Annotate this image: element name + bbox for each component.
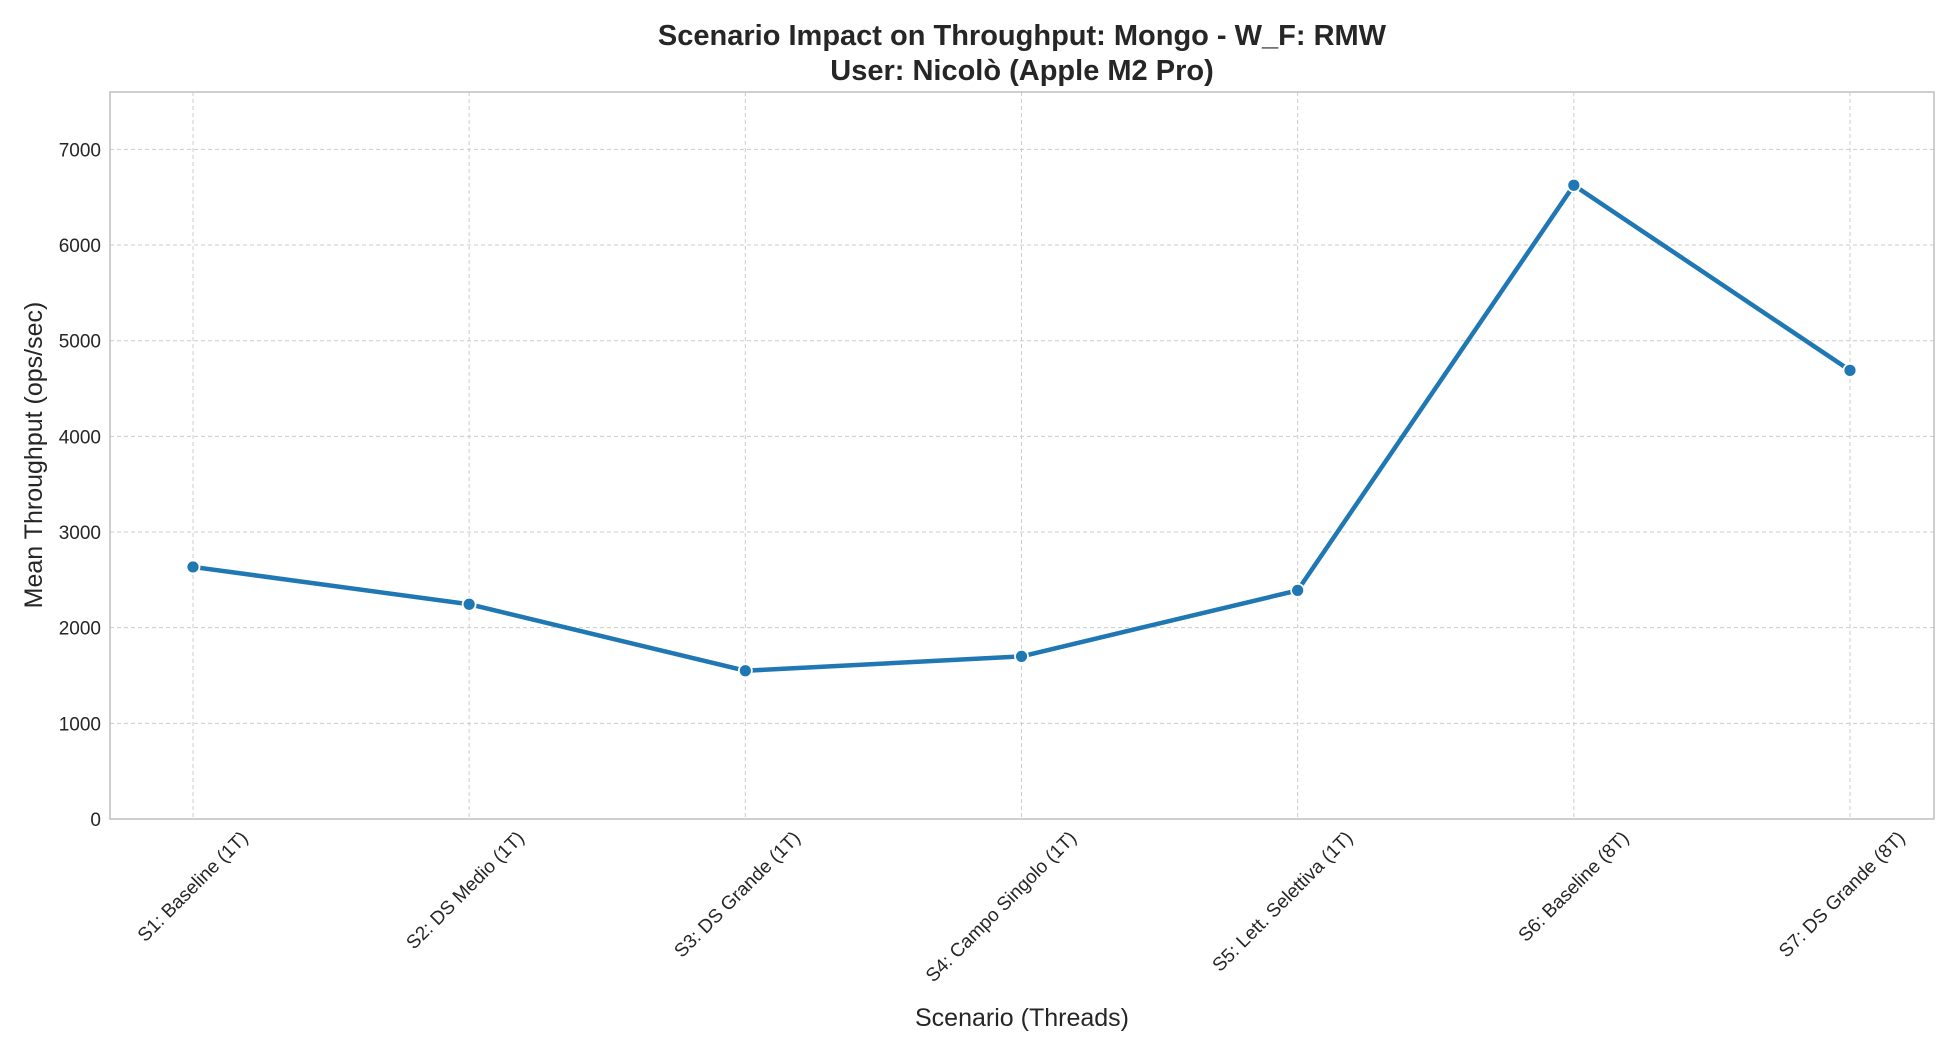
y-tick-label: 2000 <box>59 619 101 640</box>
y-tick-label: 7000 <box>59 140 101 161</box>
x-tick-label: S1: Baseline (1T) <box>134 828 253 947</box>
data-point <box>1290 582 1306 598</box>
x-axis-label: Scenario (Threads) <box>915 1004 1129 1032</box>
x-tick-label: S4: Campo Singolo (1T) <box>922 828 1081 987</box>
x-tick-label: S6: Baseline (8T) <box>1515 828 1634 947</box>
x-tick-label: S2: DS Medio (1T) <box>403 828 529 954</box>
y-tick-label: 4000 <box>59 427 101 448</box>
chart-subtitle: User: Nicolò (Apple M2 Pro) <box>830 55 1214 87</box>
grid-layer <box>110 92 1934 820</box>
series-layer <box>185 177 1858 679</box>
y-tick-label: 3000 <box>59 523 101 544</box>
x-tick-label: S3: DS Grande (1T) <box>671 828 805 962</box>
data-point <box>1842 362 1858 378</box>
y-tick-labels: 0 1000 2000 3000 4000 5000 6000 7000 <box>59 140 101 831</box>
data-point <box>185 559 201 575</box>
plot-frame <box>109 91 1935 820</box>
y-tick-label: 1000 <box>59 714 101 735</box>
x-tick-label: S7: DS Grande (8T) <box>1775 828 1909 962</box>
data-point <box>1566 177 1582 193</box>
data-point <box>461 596 477 612</box>
data-point <box>737 663 753 679</box>
y-axis-label: Mean Throughput (ops/sec) <box>20 302 48 609</box>
y-tick-label: 0 <box>90 810 101 831</box>
chart-title: Scenario Impact on Throughput: Mongo - W… <box>658 20 1387 52</box>
y-tick-label: 5000 <box>59 332 101 353</box>
x-tick-label: S5: Lett. Selettiva (1T) <box>1209 828 1358 977</box>
y-tick-label: 6000 <box>59 236 101 257</box>
x-tick-labels: S1: Baseline (1T) S2: DS Medio (1T) S3: DS… <box>134 828 1910 987</box>
data-point <box>1014 648 1029 664</box>
